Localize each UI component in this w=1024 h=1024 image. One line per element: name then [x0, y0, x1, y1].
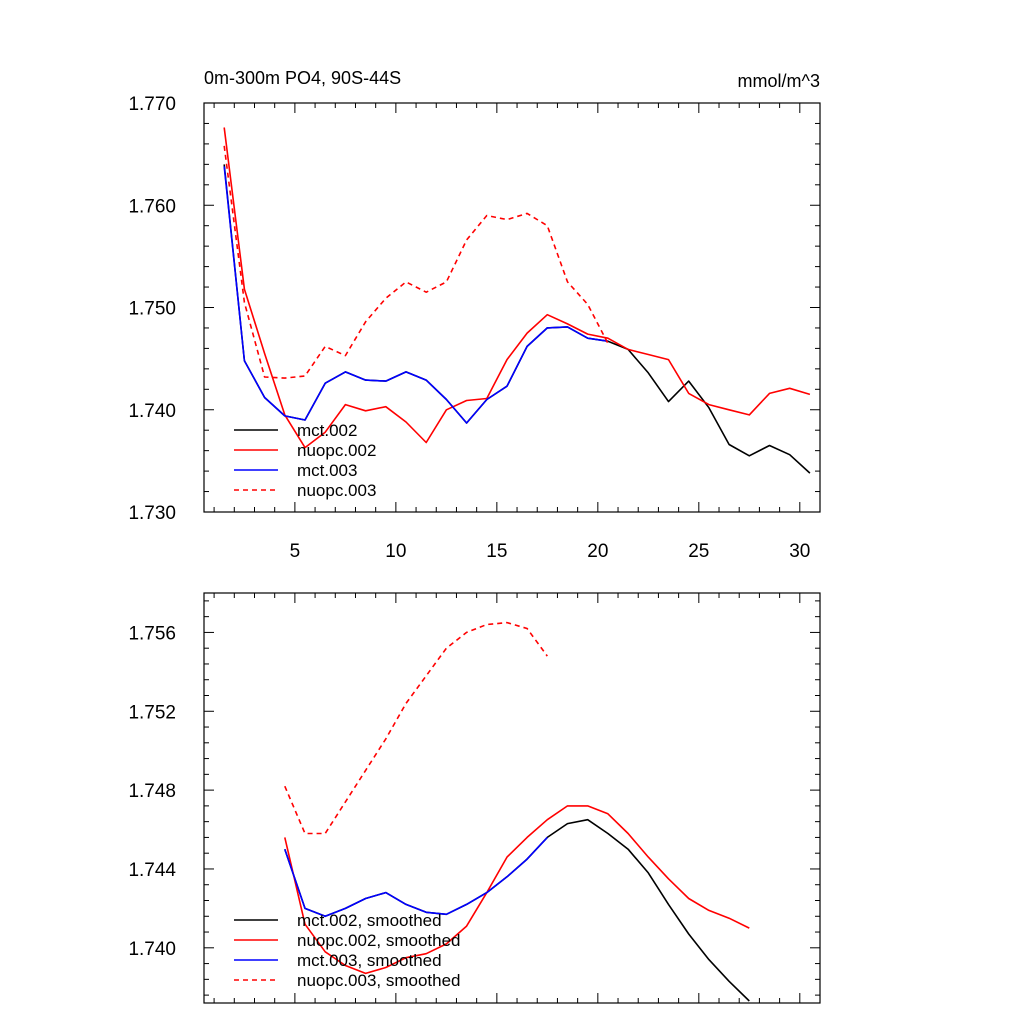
legend-label-nuopc-003-smoothed: nuopc.003, smoothed	[297, 971, 461, 990]
plot-frame	[203, 592, 821, 1004]
panel-bottom: 1.740 1.744 1.748 1.752 1.756 mct.002, smooth…	[128, 592, 821, 1004]
y-tick-label: 1.750	[128, 299, 176, 320]
legend-label-mct-003-smoothed: mct.003, smoothed	[297, 951, 442, 970]
y-tick-label: 1.752	[128, 702, 176, 723]
x-tick-label: 30	[789, 541, 810, 562]
y-tick-label: 1.770	[128, 94, 176, 115]
x-tick-label: 15	[486, 541, 507, 562]
y-tick-label: 1.756	[128, 623, 176, 644]
y-tick-label: 1.740	[128, 939, 176, 960]
legend-label-nuopc-002-smoothed: nuopc.002, smoothed	[297, 931, 461, 950]
series-line-nuopc-003	[223, 145, 609, 379]
y-tick-label: 1.730	[128, 503, 176, 524]
series-line-nuopc-003-smoothed	[284, 621, 548, 835]
y-tick-label: 1.744	[128, 860, 176, 881]
x-tick-label: 5	[290, 541, 301, 562]
legend-label-mct-003: mct.003	[297, 461, 357, 480]
y-tick-label: 1.760	[128, 196, 176, 217]
panel-top: 0m-300m PO4, 90S-44S mmol/m^3 5 10 15 20 25 3…	[128, 68, 821, 562]
chart-units: mmol/m^3	[738, 71, 820, 91]
y-tick-label: 1.748	[128, 781, 176, 802]
series-line-mct-003	[223, 166, 609, 424]
legend-label-nuopc-003: nuopc.003	[297, 481, 376, 500]
legend-label-nuopc-002: nuopc.002	[297, 441, 376, 460]
legend-label-mct-002-smoothed: mct.002, smoothed	[297, 911, 442, 930]
series-line-mct-003-smoothed	[284, 836, 548, 918]
chart-title: 0m-300m PO4, 90S-44S	[204, 68, 401, 88]
x-tick-label: 20	[587, 541, 608, 562]
x-tick-label: 10	[385, 541, 406, 562]
series-line-nuopc-002	[223, 127, 811, 449]
series-line-nuopc-002-smoothed	[284, 805, 750, 975]
x-tick-label: 25	[688, 541, 709, 562]
legend-label-mct-002: mct.002	[297, 421, 357, 440]
y-tick-label: 1.740	[128, 401, 176, 422]
